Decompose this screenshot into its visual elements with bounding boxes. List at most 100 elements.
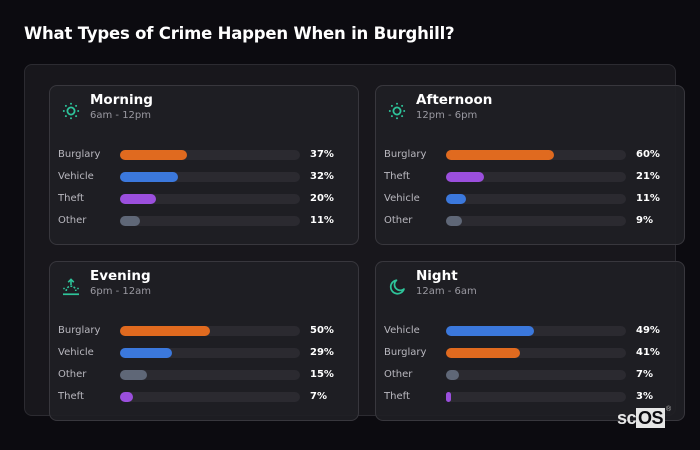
bar-fill (446, 392, 452, 402)
bar-row: Theft 20% (50, 192, 360, 206)
bar-fill (446, 370, 459, 380)
bar-track (446, 172, 626, 182)
scos-logo: sc OS ® (617, 406, 671, 428)
bar-row: Vehicle 29% (50, 346, 360, 360)
bar-track (446, 348, 626, 358)
bar-fill (446, 150, 554, 160)
card-time-range: 12pm - 6pm (416, 110, 478, 121)
bar-fill (120, 348, 173, 358)
bar-row: Burglary 60% (376, 148, 686, 162)
bar-row: Other 11% (50, 214, 360, 228)
sunset-icon (63, 278, 79, 296)
card-time-range: 12am - 6am (416, 286, 477, 297)
bar-label: Vehicle (384, 193, 420, 204)
bar-row: Theft 3% (376, 390, 686, 404)
card-time-range: 6am - 12pm (90, 110, 152, 121)
bar-row: Vehicle 11% (376, 192, 686, 206)
bar-fill (120, 216, 140, 226)
bar-row: Theft 7% (50, 390, 360, 404)
bar-row: Other 9% (376, 214, 686, 228)
card-title: Night (416, 268, 458, 284)
bar-label: Vehicle (58, 171, 94, 182)
bar-value: 15% (310, 369, 334, 380)
registered-mark: ® (666, 406, 671, 413)
bar-row: Burglary 41% (376, 346, 686, 360)
sun-icon (62, 102, 80, 120)
bar-value: 41% (636, 347, 660, 358)
bar-label: Theft (58, 391, 84, 402)
bar-label: Vehicle (384, 325, 420, 336)
bar-fill (120, 172, 178, 182)
bar-fill (120, 392, 133, 402)
bar-fill (446, 172, 484, 182)
bar-value: 11% (636, 193, 660, 204)
bar-track (120, 348, 300, 358)
bar-track (120, 392, 300, 402)
card-title: Afternoon (416, 92, 493, 108)
bar-track (446, 392, 626, 402)
bar-fill (120, 370, 147, 380)
bar-label: Vehicle (58, 347, 94, 358)
card-title: Morning (90, 92, 153, 108)
logo-sc: sc (617, 408, 637, 428)
logo-os: OS (636, 408, 666, 428)
bar-track (120, 326, 300, 336)
bar-label: Burglary (384, 347, 427, 358)
bar-track (120, 216, 300, 226)
bar-row: Other 7% (376, 368, 686, 382)
card-title: Evening (90, 268, 151, 284)
bar-value: 37% (310, 149, 334, 160)
bar-fill (120, 150, 187, 160)
bar-label: Burglary (58, 325, 101, 336)
bar-label: Burglary (384, 149, 427, 160)
bar-fill (446, 194, 466, 204)
card-time-range: 6pm - 12am (90, 286, 152, 297)
bar-track (446, 150, 626, 160)
bar-value: 11% (310, 215, 334, 226)
bar-fill (446, 326, 535, 336)
bar-value: 21% (636, 171, 660, 182)
bar-row: Burglary 37% (50, 148, 360, 162)
bar-track (120, 370, 300, 380)
moon-icon (389, 279, 405, 295)
bar-value: 3% (636, 391, 653, 402)
bar-label: Burglary (58, 149, 101, 160)
bar-track (120, 150, 300, 160)
bar-value: 50% (310, 325, 334, 336)
card-evening: Evening 6pm - 12am Burglary 50% Vehicle … (49, 261, 359, 421)
bar-row: Vehicle 49% (376, 324, 686, 338)
bar-value: 29% (310, 347, 334, 358)
bar-track (446, 370, 626, 380)
bar-track (446, 216, 626, 226)
card-afternoon: Afternoon 12pm - 6pm Burglary 60% Theft … (375, 85, 685, 245)
bar-value: 60% (636, 149, 660, 160)
page-title: What Types of Crime Happen When in Burgh… (24, 24, 455, 43)
bar-row: Burglary 50% (50, 324, 360, 338)
bar-value: 20% (310, 193, 334, 204)
bar-value: 9% (636, 215, 653, 226)
card-night: Night 12am - 6am Vehicle 49% Burglary 41… (375, 261, 685, 421)
bar-track (446, 326, 626, 336)
bar-track (120, 194, 300, 204)
bar-value: 49% (636, 325, 660, 336)
bar-fill (120, 194, 156, 204)
bar-label: Other (384, 215, 413, 226)
bar-label: Theft (58, 193, 84, 204)
bar-label: Theft (384, 391, 410, 402)
bar-row: Theft 21% (376, 170, 686, 184)
bar-track (120, 172, 300, 182)
card-morning: Morning 6am - 12pm Burglary 37% Vehicle … (49, 85, 359, 245)
bar-value: 32% (310, 171, 334, 182)
bar-value: 7% (310, 391, 327, 402)
bar-fill (120, 326, 210, 336)
bar-label: Other (58, 369, 87, 380)
bar-label: Other (58, 215, 87, 226)
bar-value: 7% (636, 369, 653, 380)
sun-icon (388, 102, 406, 120)
bar-row: Other 15% (50, 368, 360, 382)
bar-row: Vehicle 32% (50, 170, 360, 184)
bar-label: Theft (384, 171, 410, 182)
bar-track (446, 194, 626, 204)
bar-fill (446, 348, 520, 358)
